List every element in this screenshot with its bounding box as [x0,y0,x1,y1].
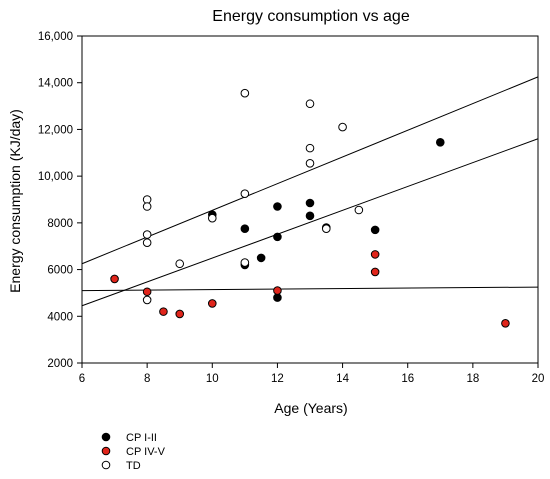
data-point [370,267,380,277]
data-point [305,143,315,153]
data-point [305,99,315,109]
data-point [370,250,380,259]
data-point [273,293,282,302]
data-point [142,287,152,297]
legend: CP I-II CP IV-V TD [101,432,166,472]
legend-label: TD [126,460,141,472]
data-point [305,211,315,221]
legend-marker [101,432,111,442]
data-point [321,224,331,233]
data-point [273,286,282,295]
data-point [159,307,168,316]
data-point [240,189,250,198]
legend-label: CP I-II [126,432,157,444]
data-point [142,195,152,204]
x-tick-label: 10 [206,373,219,385]
data-point [354,205,364,215]
data-points [110,88,510,328]
x-tick-label: 8 [144,373,150,385]
regression-line [81,138,539,307]
y-tick-label: 6000 [47,265,73,277]
regression-line [81,286,539,292]
y-tick-label: 12,000 [38,124,73,136]
data-point [240,258,250,267]
plot-frame [81,35,539,364]
x-axis-ticks: 6 8 10 12 14 16 18 20 [79,363,545,385]
data-point [338,122,347,132]
x-tick-label: 12 [271,373,284,385]
legend-label: CP IV-V [126,446,166,458]
data-point [240,88,250,98]
y-tick-label: 16,000 [38,31,73,43]
data-point [305,198,315,208]
x-tick-label: 18 [466,373,479,385]
y-tick-label: 8000 [47,218,73,230]
data-point [435,137,445,147]
data-point [501,318,510,328]
y-axis-ticks: 2000 4000 6000 8000 10,000 12,000 14,000 16,000 [38,31,82,370]
data-point [175,259,185,269]
y-tick-label: 2000 [47,358,73,370]
regression-lines [81,76,539,307]
y-tick-label: 4000 [47,311,73,323]
data-point [175,309,185,319]
y-tick-label: 14,000 [38,78,73,90]
regression-line [81,76,539,265]
y-axis-label: Energy consumption (KJ/day) [7,109,23,293]
chart-title: Energy consumption vs age [212,8,410,25]
x-tick-label: 16 [401,373,414,385]
data-point [142,238,152,248]
data-point [142,202,152,211]
data-point [240,224,250,233]
x-axis-label: Age (Years) [274,400,347,416]
data-point [142,295,152,305]
legend-marker [101,446,111,456]
data-point [305,158,315,168]
y-tick-label: 10,000 [38,171,73,183]
legend-marker [101,460,111,470]
x-tick-label: 20 [532,373,545,385]
data-point [142,230,152,239]
data-point [256,253,266,263]
x-tick-label: 6 [79,373,85,385]
data-point [110,274,119,284]
data-point [273,232,282,242]
data-point [273,202,282,211]
x-tick-label: 14 [336,373,349,385]
data-point [207,299,217,308]
data-point [370,225,380,235]
data-point [207,213,217,223]
